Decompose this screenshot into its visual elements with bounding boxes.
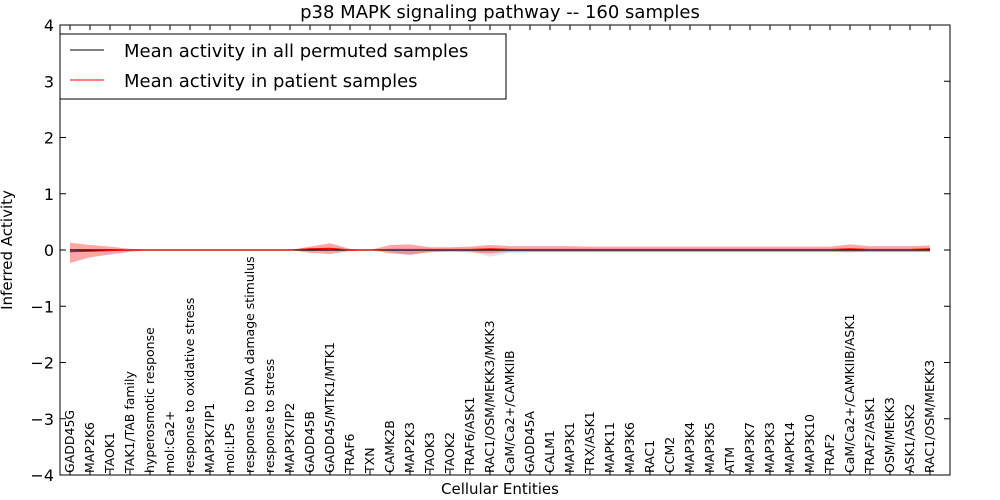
x-tick-label: CaM/Ca2+/CAMKIIB	[502, 350, 517, 473]
x-tick-label: MAP2K3	[402, 422, 417, 473]
x-tick-label: RAC1/OSM/MEKK3	[922, 360, 937, 473]
y-tick-label: −2	[30, 354, 54, 373]
x-tick-label: mol:Ca2+	[162, 411, 177, 473]
y-tick-label: 4	[44, 16, 54, 35]
x-tick-label: MAP3K1	[562, 422, 577, 473]
x-tick-label: response to stress	[262, 359, 277, 473]
x-tick-label: OSM/MEKK3	[882, 397, 897, 473]
legend-box	[59, 33, 507, 100]
x-tick-label: CaM/Ca2+/CAMKIIB/ASK1	[842, 314, 857, 473]
x-tick-label: GADD45A	[522, 411, 537, 473]
x-tick-label: ATM	[722, 447, 737, 473]
x-tick-label: RAC1	[642, 440, 657, 473]
x-tick-label: GADD45B	[302, 411, 317, 473]
x-tick-label: TXN	[362, 447, 377, 474]
x-tick-label: MAP3K7IP2	[282, 403, 297, 473]
x-tick-label: CALM1	[542, 430, 557, 473]
band-series-0	[70, 248, 930, 257]
y-tick-label: 3	[44, 72, 54, 91]
y-tick-label: 2	[44, 129, 54, 148]
x-tick-label: GADD45/MTK1/MTK1	[322, 342, 337, 473]
y-tick-label: −1	[30, 297, 54, 316]
x-tick-label: MAP3K5	[702, 422, 717, 473]
x-tick-label: MAP3K7IP1	[202, 403, 217, 473]
y-tick-label: 0	[44, 241, 54, 260]
x-tick-label: TAOK3	[422, 432, 437, 474]
x-tick-label: TRAF6	[342, 433, 357, 474]
x-tick-label: GADD45G	[62, 410, 77, 473]
x-tick-label: CCM2	[662, 437, 677, 473]
y-tick-label: −4	[30, 466, 54, 485]
x-tick-label: response to DNA damage stimulus	[242, 256, 257, 473]
x-axis-label: Cellular Entities	[441, 480, 559, 498]
x-tick-label: MAPK11	[602, 422, 617, 473]
x-tick-label: response to oxidative stress	[182, 298, 197, 473]
x-tick-label: MAPK14	[782, 422, 797, 473]
x-tick-label: MAP3K6	[622, 422, 637, 473]
x-tick-label: CAMK2B	[382, 420, 397, 473]
x-tick-label: hyperosmotic response	[142, 327, 157, 473]
x-tick-label: TRAF6/ASK1	[462, 397, 477, 474]
x-tick-label: RAC1/OSM/MEKK3/MKK3	[482, 320, 497, 473]
x-tick-label: TRAF2	[822, 433, 837, 474]
legend-label-patient: Mean activity in patient samples	[124, 71, 418, 92]
x-tick-label: MAP2K6	[82, 422, 97, 473]
x-tick-label: ASK1/ASK2	[902, 404, 917, 473]
y-tick-label: −3	[30, 410, 54, 429]
band-series-1	[70, 242, 930, 263]
x-tick-label: TAOK1	[102, 432, 117, 474]
x-tick-label: mol:LPS	[222, 423, 237, 473]
x-tick-label: MAP3K4	[682, 422, 697, 473]
x-tick-label: MAP3K7	[742, 422, 757, 473]
legend: Mean activity in all permuted samples Me…	[59, 33, 507, 100]
y-tick-label: 1	[44, 185, 54, 204]
x-tick-label: MAP3K10	[802, 414, 817, 473]
line-series-1	[69, 247, 931, 253]
legend-label-permuted: Mean activity in all permuted samples	[124, 41, 468, 62]
x-tick-label: TAOK2	[442, 432, 457, 474]
x-tick-label: TRAF2/ASK1	[862, 397, 877, 474]
x-tick-label: TAK1/TAB family	[122, 370, 137, 474]
chart-title: p38 MAPK signaling pathway -- 160 sample…	[300, 2, 700, 23]
x-tick-label: TRX/ASK1	[582, 411, 597, 474]
y-axis-label: Inferred Activity	[0, 190, 16, 310]
x-tick-label: MAP3K3	[762, 422, 777, 473]
